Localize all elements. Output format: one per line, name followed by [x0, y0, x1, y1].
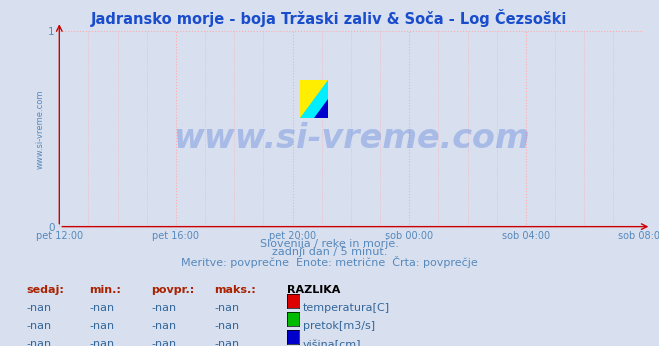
Text: -nan: -nan: [26, 339, 51, 346]
Polygon shape: [314, 99, 328, 118]
Text: sedaj:: sedaj:: [26, 285, 64, 295]
Polygon shape: [300, 80, 328, 118]
Text: povpr.:: povpr.:: [152, 285, 195, 295]
Text: -nan: -nan: [152, 303, 177, 313]
Text: -nan: -nan: [89, 303, 114, 313]
Y-axis label: www.si-vreme.com: www.si-vreme.com: [36, 89, 45, 169]
Text: RAZLIKA: RAZLIKA: [287, 285, 340, 295]
Text: -nan: -nan: [89, 321, 114, 331]
Text: -nan: -nan: [89, 339, 114, 346]
Text: -nan: -nan: [152, 339, 177, 346]
Text: pretok[m3/s]: pretok[m3/s]: [303, 321, 375, 331]
Text: -nan: -nan: [152, 321, 177, 331]
Text: zadnji dan / 5 minut.: zadnji dan / 5 minut.: [272, 247, 387, 257]
Text: Meritve: povprečne  Enote: metrične  Črta: povprečje: Meritve: povprečne Enote: metrične Črta:…: [181, 256, 478, 268]
Text: višina[cm]: višina[cm]: [303, 339, 362, 346]
Polygon shape: [300, 80, 328, 118]
Text: min.:: min.:: [89, 285, 121, 295]
Text: Jadransko morje - boja Tržaski zaliv & Soča - Log Čezsoški: Jadransko morje - boja Tržaski zaliv & S…: [92, 9, 567, 27]
Text: -nan: -nan: [214, 303, 239, 313]
Text: -nan: -nan: [26, 321, 51, 331]
Text: www.si-vreme.com: www.si-vreme.com: [173, 122, 529, 155]
Text: -nan: -nan: [214, 339, 239, 346]
Text: maks.:: maks.:: [214, 285, 256, 295]
Text: Slovenija / reke in morje.: Slovenija / reke in morje.: [260, 239, 399, 249]
Text: -nan: -nan: [26, 303, 51, 313]
Text: -nan: -nan: [214, 321, 239, 331]
Text: temperatura[C]: temperatura[C]: [303, 303, 390, 313]
